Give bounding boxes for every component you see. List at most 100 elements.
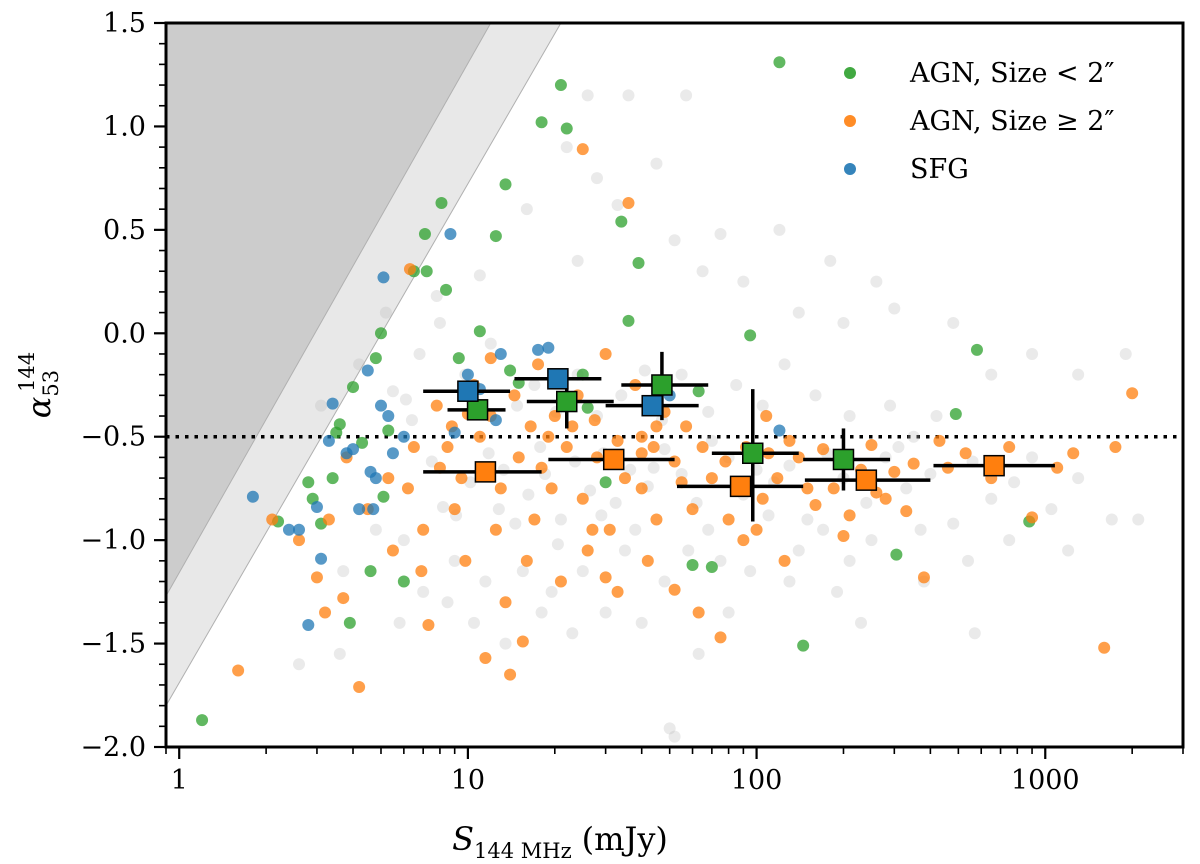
point-agn-size-2 bbox=[302, 476, 315, 489]
point-background bbox=[1072, 368, 1085, 381]
point-agn-size-2 bbox=[917, 571, 930, 584]
point-background bbox=[638, 364, 651, 377]
point-background bbox=[947, 316, 960, 329]
point-agn-size-2 bbox=[611, 585, 624, 598]
point-agn-size-2 bbox=[499, 596, 512, 609]
point-background bbox=[353, 358, 366, 371]
point-sfg bbox=[293, 523, 306, 536]
point-agn-size-2 bbox=[879, 492, 892, 505]
point-background bbox=[430, 290, 443, 303]
point-agn-size-2 bbox=[479, 652, 492, 665]
point-agn-size-2 bbox=[970, 343, 983, 356]
point-agn-size-2 bbox=[1051, 461, 1064, 474]
point-agn-size-2 bbox=[668, 583, 681, 596]
point-background bbox=[762, 509, 775, 522]
point-background bbox=[682, 544, 695, 557]
point-background bbox=[560, 141, 573, 154]
point-background bbox=[705, 434, 718, 447]
point-background bbox=[680, 89, 693, 102]
point-sfg bbox=[377, 271, 390, 284]
point-agn-size-2 bbox=[705, 472, 718, 485]
point-agn-size-2 bbox=[266, 513, 279, 526]
point-background bbox=[668, 730, 681, 743]
point-background bbox=[1132, 513, 1145, 526]
point-agn-size-2 bbox=[418, 227, 431, 240]
legend-marker bbox=[844, 67, 856, 79]
point-background bbox=[675, 467, 688, 480]
point-background bbox=[569, 455, 582, 468]
point-agn-size-2 bbox=[576, 492, 589, 505]
point-agn-size-2 bbox=[750, 523, 763, 536]
point-background bbox=[892, 441, 905, 454]
point-agn-size-2 bbox=[650, 513, 663, 526]
point-background bbox=[783, 575, 796, 588]
point-background bbox=[737, 275, 750, 288]
point-background bbox=[520, 203, 533, 216]
point-agn-size-2 bbox=[343, 616, 356, 629]
point-agn-size-2 bbox=[692, 385, 705, 398]
point-background bbox=[1045, 503, 1058, 516]
point-agn-size-2 bbox=[420, 265, 433, 278]
data-points bbox=[196, 56, 1139, 727]
point-background bbox=[668, 234, 681, 247]
point-agn-size-2 bbox=[581, 544, 594, 557]
point-background bbox=[985, 492, 998, 505]
point-background bbox=[714, 554, 727, 567]
point-background bbox=[551, 538, 564, 551]
point-agn-size-2 bbox=[611, 434, 624, 447]
point-agn-size-2 bbox=[532, 358, 545, 371]
point-background bbox=[511, 399, 524, 412]
point-agn-size-2 bbox=[686, 558, 699, 571]
point-background bbox=[702, 405, 715, 418]
point-agn-size-2 bbox=[696, 441, 709, 454]
point-background bbox=[756, 399, 769, 412]
y-tick-label: 1.0 bbox=[103, 111, 146, 142]
point-agn-size-2 bbox=[196, 714, 209, 727]
point-background bbox=[1072, 472, 1085, 485]
point-agn-size-2 bbox=[900, 505, 913, 518]
binned-marker-agn-size-2-binned bbox=[466, 399, 489, 421]
point-background bbox=[985, 368, 998, 381]
point-background bbox=[618, 544, 631, 557]
point-agn-size-2 bbox=[581, 401, 594, 414]
point-agn-size-2 bbox=[415, 565, 428, 578]
point-sfg bbox=[494, 347, 507, 360]
point-background bbox=[545, 585, 558, 598]
point-background bbox=[968, 627, 981, 640]
point-background bbox=[595, 509, 608, 522]
y-tick-label: 0.5 bbox=[103, 215, 146, 246]
point-background bbox=[914, 523, 927, 536]
y-tick-label: −1.0 bbox=[80, 525, 146, 556]
point-agn-size-2 bbox=[401, 482, 414, 495]
x-tick-label: 1 bbox=[171, 765, 188, 796]
point-background bbox=[293, 658, 306, 671]
point-agn-size-2 bbox=[778, 554, 791, 567]
point-agn-size-2 bbox=[455, 472, 468, 485]
point-agn-size-2 bbox=[293, 534, 306, 547]
point-agn-size-2 bbox=[647, 441, 660, 454]
point-background bbox=[831, 585, 844, 598]
point-background bbox=[609, 496, 622, 509]
point-agn-size-2 bbox=[722, 513, 735, 526]
point-sfg bbox=[397, 430, 410, 443]
x-tick-label: 1000 bbox=[1011, 765, 1080, 796]
point-background bbox=[714, 227, 727, 240]
point-agn-size-2 bbox=[650, 420, 663, 433]
point-sfg bbox=[444, 227, 457, 240]
point-background bbox=[397, 534, 410, 547]
point-background bbox=[629, 523, 642, 536]
point-agn-size-2 bbox=[576, 143, 589, 156]
point-background bbox=[337, 565, 350, 578]
point-agn-size-2 bbox=[435, 196, 448, 209]
point-background bbox=[809, 389, 822, 402]
point-background bbox=[675, 368, 688, 381]
point-agn-size-2 bbox=[448, 503, 461, 516]
point-agn-size-2 bbox=[771, 472, 784, 485]
point-agn-size-2 bbox=[622, 196, 635, 209]
point-background bbox=[611, 199, 624, 212]
background-points bbox=[293, 89, 1145, 743]
point-agn-size-2 bbox=[1003, 441, 1016, 454]
point-agn-size-2 bbox=[668, 455, 681, 468]
x-tick-label: 10 bbox=[451, 765, 485, 796]
point-agn-size-2 bbox=[586, 523, 599, 536]
